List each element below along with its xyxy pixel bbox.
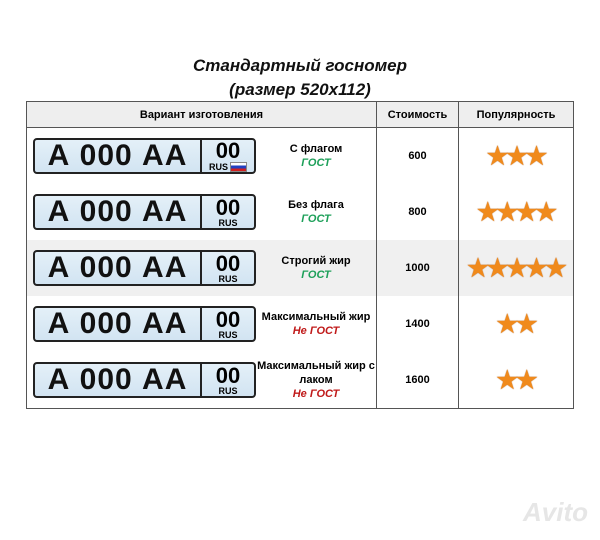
table-row: А 000 АА 00 RUS Строгий жир ГОСТ 1000 ★★… bbox=[26, 240, 574, 296]
avito-watermark: Avito bbox=[523, 497, 588, 527]
plate-country: RUS bbox=[218, 329, 238, 340]
variant-name: Строгий жир bbox=[281, 255, 351, 267]
gost-status: Не ГОСТ bbox=[292, 388, 340, 400]
plate-number: А 000 АА bbox=[35, 139, 202, 172]
russian-flag-icon bbox=[230, 162, 247, 172]
variant-name: Максимальный жир с лаком bbox=[257, 360, 375, 386]
gost-status: ГОСТ bbox=[301, 157, 331, 169]
price-table: Вариант изготовления Стоимость Популярно… bbox=[26, 101, 574, 409]
price: 1400 bbox=[376, 296, 459, 352]
header-variant: Вариант изготовления bbox=[26, 101, 377, 128]
license-plate-image: А 000 АА 00 RUS bbox=[33, 306, 256, 342]
title-line-1: Стандартный госномер bbox=[192, 56, 408, 75]
price: 800 bbox=[376, 184, 459, 240]
popularity-stars-icon: ★★ bbox=[496, 310, 537, 338]
title-line-2: (размер 520x112) bbox=[229, 80, 371, 99]
table-row: А 000 АА 00 RUS С флагом ГОСТ 600 ★★★ bbox=[26, 127, 574, 184]
license-plate-image: А 000 АА 00 RUS bbox=[33, 138, 256, 174]
popularity-stars-icon: ★★★★★ bbox=[467, 254, 567, 282]
price: 1600 bbox=[376, 352, 459, 409]
license-plate-image: А 000 АА 00 RUS bbox=[33, 194, 256, 230]
table-row: А 000 АА 00 RUS Максимальный жир с лаком… bbox=[26, 352, 574, 409]
gost-status: Не ГОСТ bbox=[292, 325, 340, 337]
variant-name: С флагом bbox=[289, 143, 343, 155]
license-plate-image: А 000 АА 00 RUS bbox=[33, 250, 256, 286]
gost-status: ГОСТ bbox=[301, 213, 331, 225]
header-price: Стоимость bbox=[376, 101, 459, 128]
plate-country: RUS bbox=[218, 385, 238, 396]
popularity-stars-icon: ★★★ bbox=[486, 142, 548, 170]
popularity-stars-icon: ★★ bbox=[496, 366, 537, 394]
plate-country: RUS bbox=[208, 161, 228, 172]
plate-region: 00 bbox=[215, 250, 241, 276]
plate-region: 00 bbox=[215, 362, 241, 388]
plate-country: RUS bbox=[218, 217, 238, 228]
table-row: А 000 АА 00 RUS Без флага ГОСТ 800 ★★★★ bbox=[26, 184, 574, 240]
plate-number: А 000 АА bbox=[35, 195, 202, 228]
price: 1000 bbox=[376, 240, 459, 296]
variant-name: Максимальный жир bbox=[261, 311, 371, 323]
gost-status: ГОСТ bbox=[301, 269, 331, 281]
variant-name: Без флага bbox=[288, 199, 344, 211]
table-row: А 000 АА 00 RUS Максимальный жир Не ГОСТ… bbox=[26, 296, 574, 352]
plate-number: А 000 АА bbox=[35, 307, 202, 340]
plate-number: А 000 АА bbox=[35, 251, 202, 284]
plate-region: 00 bbox=[215, 194, 241, 220]
price: 600 bbox=[376, 127, 459, 184]
plate-region: 00 bbox=[215, 138, 241, 163]
popularity-stars-icon: ★★★★ bbox=[476, 198, 557, 226]
plate-region: 00 bbox=[215, 306, 241, 332]
header-popularity: Популярность bbox=[458, 101, 574, 128]
plate-number: А 000 АА bbox=[35, 363, 202, 396]
plate-country: RUS bbox=[218, 273, 238, 284]
license-plate-image: А 000 АА 00 RUS bbox=[33, 362, 256, 398]
